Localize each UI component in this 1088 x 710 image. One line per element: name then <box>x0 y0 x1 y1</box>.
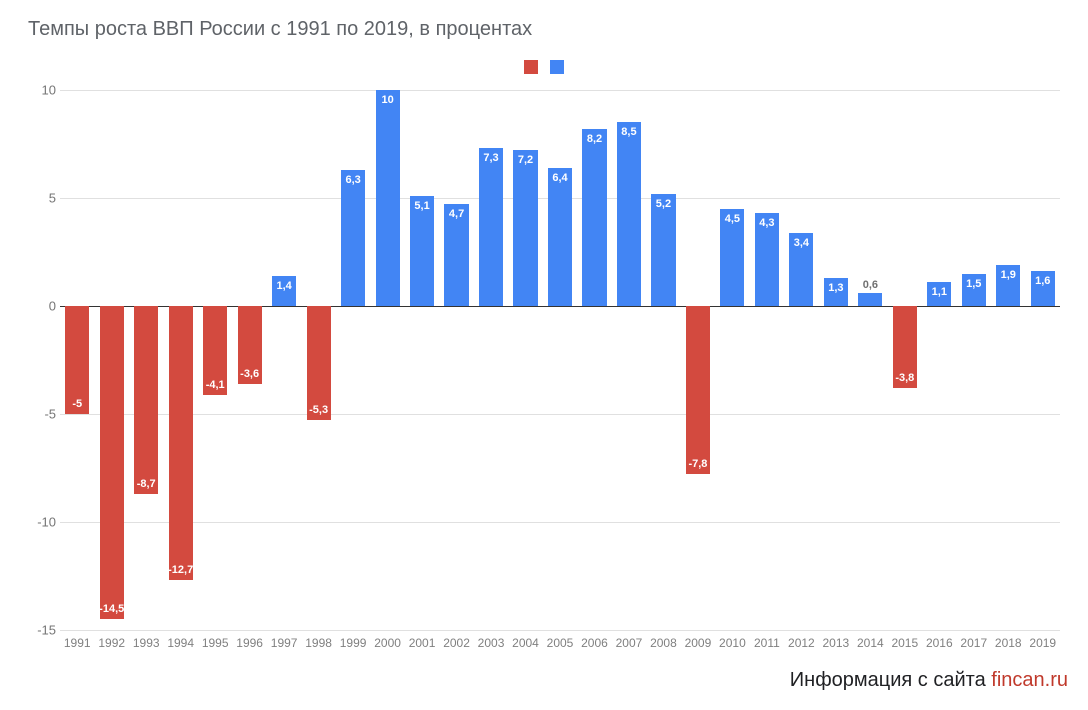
bar <box>410 196 434 306</box>
bar <box>858 293 882 306</box>
bar-value-label: -3,6 <box>240 368 259 380</box>
footer-site: fincan.ru <box>991 669 1068 691</box>
xtick-label: 2008 <box>650 636 677 650</box>
bar <box>169 306 193 580</box>
ytick-label: 0 <box>16 299 56 314</box>
bar-value-label: 0,6 <box>863 279 878 291</box>
xtick-label: 1996 <box>236 636 263 650</box>
bar <box>617 122 641 306</box>
gridline <box>60 414 1060 415</box>
xtick-label: 1998 <box>305 636 332 650</box>
bar-value-label: -4,1 <box>206 379 225 391</box>
xtick-label: 2004 <box>512 636 539 650</box>
bar-value-label: 3,4 <box>794 237 809 249</box>
bar-value-label: -5 <box>72 398 82 410</box>
bar-value-label: 8,5 <box>621 126 636 138</box>
bar-value-label: 10 <box>381 94 393 106</box>
ytick-label: -5 <box>16 407 56 422</box>
bar-value-label: 7,2 <box>518 154 533 166</box>
bar <box>686 306 710 474</box>
xtick-label: 1999 <box>340 636 367 650</box>
bar-value-label: 5,2 <box>656 198 671 210</box>
xtick-label: 1992 <box>98 636 125 650</box>
xtick-label: 1994 <box>167 636 194 650</box>
footer-prefix: Информация с сайта <box>790 669 991 691</box>
ytick-label: -10 <box>16 515 56 530</box>
bar-value-label: 1,6 <box>1035 275 1050 287</box>
xtick-label: 2011 <box>754 636 780 650</box>
bar <box>376 90 400 306</box>
legend <box>0 58 1088 76</box>
xtick-label: 2006 <box>581 636 608 650</box>
bar <box>651 194 675 306</box>
xtick-label: 2003 <box>478 636 505 650</box>
bar-value-label: -5,3 <box>309 404 328 416</box>
bar-value-label: 6,3 <box>345 174 360 186</box>
bar-value-label: 5,1 <box>414 200 429 212</box>
gridline <box>60 522 1060 523</box>
bar-value-label: 7,3 <box>483 152 498 164</box>
xtick-label: 1997 <box>271 636 298 650</box>
xtick-label: 2016 <box>926 636 953 650</box>
bar-value-label: 6,4 <box>552 172 567 184</box>
chart-container: Темпы роста ВВП России с 1991 по 2019, в… <box>0 0 1088 710</box>
ytick-label: 10 <box>16 83 56 98</box>
chart-footer: Информация с сайта fincan.ru <box>790 669 1068 692</box>
xtick-label: 1991 <box>64 636 91 650</box>
bar <box>100 306 124 619</box>
xtick-label: 2019 <box>1029 636 1056 650</box>
bar-value-label: -14,5 <box>99 603 124 615</box>
gridline <box>60 90 1060 91</box>
xtick-label: 2009 <box>685 636 712 650</box>
bar-value-label: 1,4 <box>276 280 291 292</box>
bar <box>582 129 606 306</box>
bar-value-label: 1,3 <box>828 282 843 294</box>
bar-value-label: 4,5 <box>725 213 740 225</box>
bar-value-label: 4,7 <box>449 208 464 220</box>
bar <box>134 306 158 494</box>
legend-swatch-negative <box>524 60 538 74</box>
ytick-label: -15 <box>16 623 56 638</box>
bar-value-label: -3,8 <box>895 372 914 384</box>
plot-area: -5 -14,5 -8,7 -12,7 -4,1 -3,6 1,4 -5,3 6,3 10 5,1 4… <box>60 90 1060 630</box>
xtick-label: 2002 <box>443 636 470 650</box>
bar <box>307 306 331 420</box>
xtick-label: 1995 <box>202 636 229 650</box>
bar <box>548 168 572 306</box>
bar <box>513 150 537 306</box>
xtick-label: 2010 <box>719 636 746 650</box>
ytick-label: 5 <box>16 191 56 206</box>
bar-value-label: -7,8 <box>688 458 707 470</box>
gridline <box>60 630 1060 631</box>
xtick-label: 1993 <box>133 636 160 650</box>
bar-value-label: 1,1 <box>932 286 947 298</box>
xtick-label: 2018 <box>995 636 1022 650</box>
chart-title: Темпы роста ВВП России с 1991 по 2019, в… <box>28 18 532 41</box>
xtick-label: 2013 <box>823 636 850 650</box>
bar <box>479 148 503 306</box>
xtick-label: 2017 <box>960 636 987 650</box>
bar-value-label: 4,3 <box>759 217 774 229</box>
legend-swatch-positive <box>550 60 564 74</box>
bar-value-label: 8,2 <box>587 133 602 145</box>
xtick-label: 2015 <box>891 636 918 650</box>
xtick-label: 2005 <box>547 636 574 650</box>
bar-value-label: -8,7 <box>137 478 156 490</box>
xtick-label: 2014 <box>857 636 884 650</box>
xtick-label: 2000 <box>374 636 401 650</box>
bar <box>341 170 365 306</box>
xtick-label: 2001 <box>409 636 436 650</box>
bar-value-label: -12,7 <box>168 564 193 576</box>
bar-value-label: 1,5 <box>966 278 981 290</box>
xtick-label: 2007 <box>616 636 643 650</box>
xtick-label: 2012 <box>788 636 815 650</box>
bar-value-label: 1,9 <box>1001 269 1016 281</box>
